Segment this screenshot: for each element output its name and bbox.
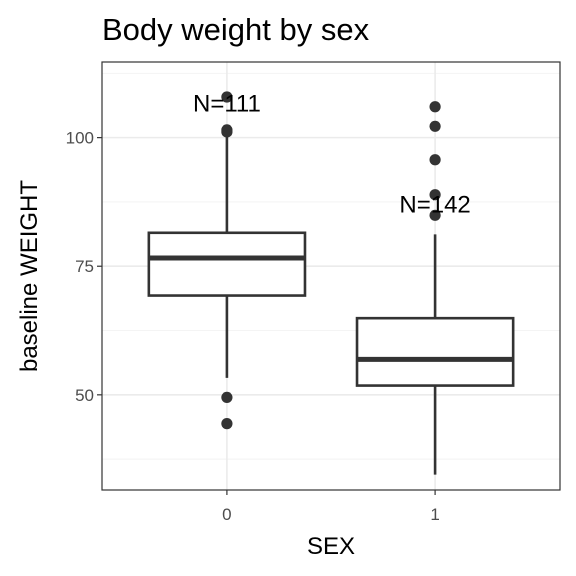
x-tick-label: 1 <box>430 505 439 524</box>
y-tick-label: 50 <box>75 386 94 405</box>
outlier-point <box>429 189 441 201</box>
outlier-point <box>221 418 233 430</box>
box-iqr <box>147 231 307 297</box>
outlier-point <box>221 91 233 103</box>
box-iqr <box>355 316 515 387</box>
axes-layer: 50 75 100 0 1 <box>66 129 440 524</box>
x-axis-title: SEX <box>307 533 355 560</box>
box-layer: N=111 N=142 <box>147 91 515 475</box>
outlier-point <box>429 154 441 166</box>
chart-title: Body weight by sex <box>102 12 370 47</box>
outlier-point <box>429 209 441 221</box>
n-label-0: N=111 <box>193 91 261 118</box>
outlier-point <box>221 126 233 138</box>
plot-panel-border <box>101 61 561 491</box>
y-tick-label: 75 <box>75 257 94 276</box>
outlier-point <box>221 391 233 404</box>
box-group-1: N=142 <box>355 101 515 475</box>
outlier-point <box>429 120 441 132</box>
x-tick-label: 0 <box>222 505 231 524</box>
y-axis-title: baseline WEIGHT <box>16 180 43 372</box>
box-group-0: N=111 <box>147 91 307 430</box>
outlier-point <box>429 101 441 113</box>
n-label-1: N=142 <box>399 191 470 218</box>
y-tick-label: 100 <box>66 129 94 148</box>
